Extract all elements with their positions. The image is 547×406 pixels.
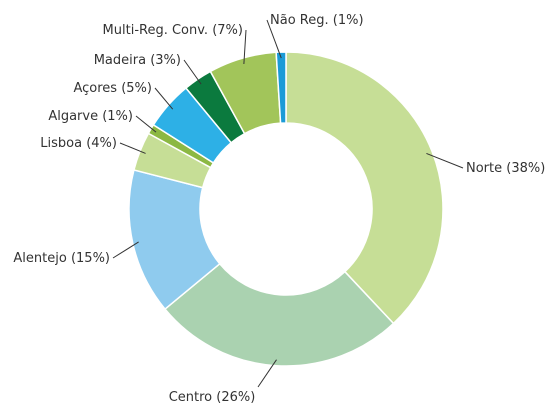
slice-label: Norte (38%) [466, 161, 545, 176]
slice-label: Centro (26%) [169, 390, 256, 405]
category-name: Norte [466, 161, 502, 176]
leader-line [112, 241, 139, 259]
donut-segment [285, 51, 444, 325]
category-name: Açores [73, 81, 117, 96]
leader-line [135, 115, 157, 133]
category-name: Madeira [94, 53, 146, 68]
value-label: (15%) [71, 251, 110, 266]
category-name: Não Reg. [270, 13, 329, 28]
donut-segment [163, 262, 395, 367]
leader-line [119, 142, 146, 154]
slice-label: Algarve (1%) [48, 109, 133, 124]
leader-line [257, 359, 277, 388]
value-label: (7%) [212, 23, 243, 38]
category-name: Alentejo [13, 251, 66, 266]
category-name: Centro [169, 390, 212, 405]
value-label: (4%) [86, 136, 117, 151]
slice-label: Alentejo (15%) [13, 251, 110, 266]
value-label: (5%) [121, 81, 152, 96]
value-label: (26%) [216, 390, 255, 405]
slice-label: Lisboa (4%) [40, 136, 117, 151]
slice-label: Multi-Reg. Conv. (7%) [103, 23, 243, 38]
category-name: Multi-Reg. Conv. [103, 23, 209, 38]
slice-label: Açores (5%) [73, 81, 152, 96]
value-label: (38%) [506, 161, 545, 176]
value-label: (1%) [333, 13, 364, 28]
leader-line [266, 19, 282, 59]
category-name: Lisboa [40, 136, 82, 151]
slice-label: Madeira (3%) [94, 53, 181, 68]
leader-line [243, 29, 247, 65]
slice-label: Não Reg. (1%) [270, 13, 364, 28]
leader-line [183, 59, 202, 85]
value-label: (1%) [102, 109, 133, 124]
value-label: (3%) [150, 53, 181, 68]
category-name: Algarve [48, 109, 98, 124]
leader-line [154, 87, 174, 110]
leader-line [426, 152, 464, 169]
